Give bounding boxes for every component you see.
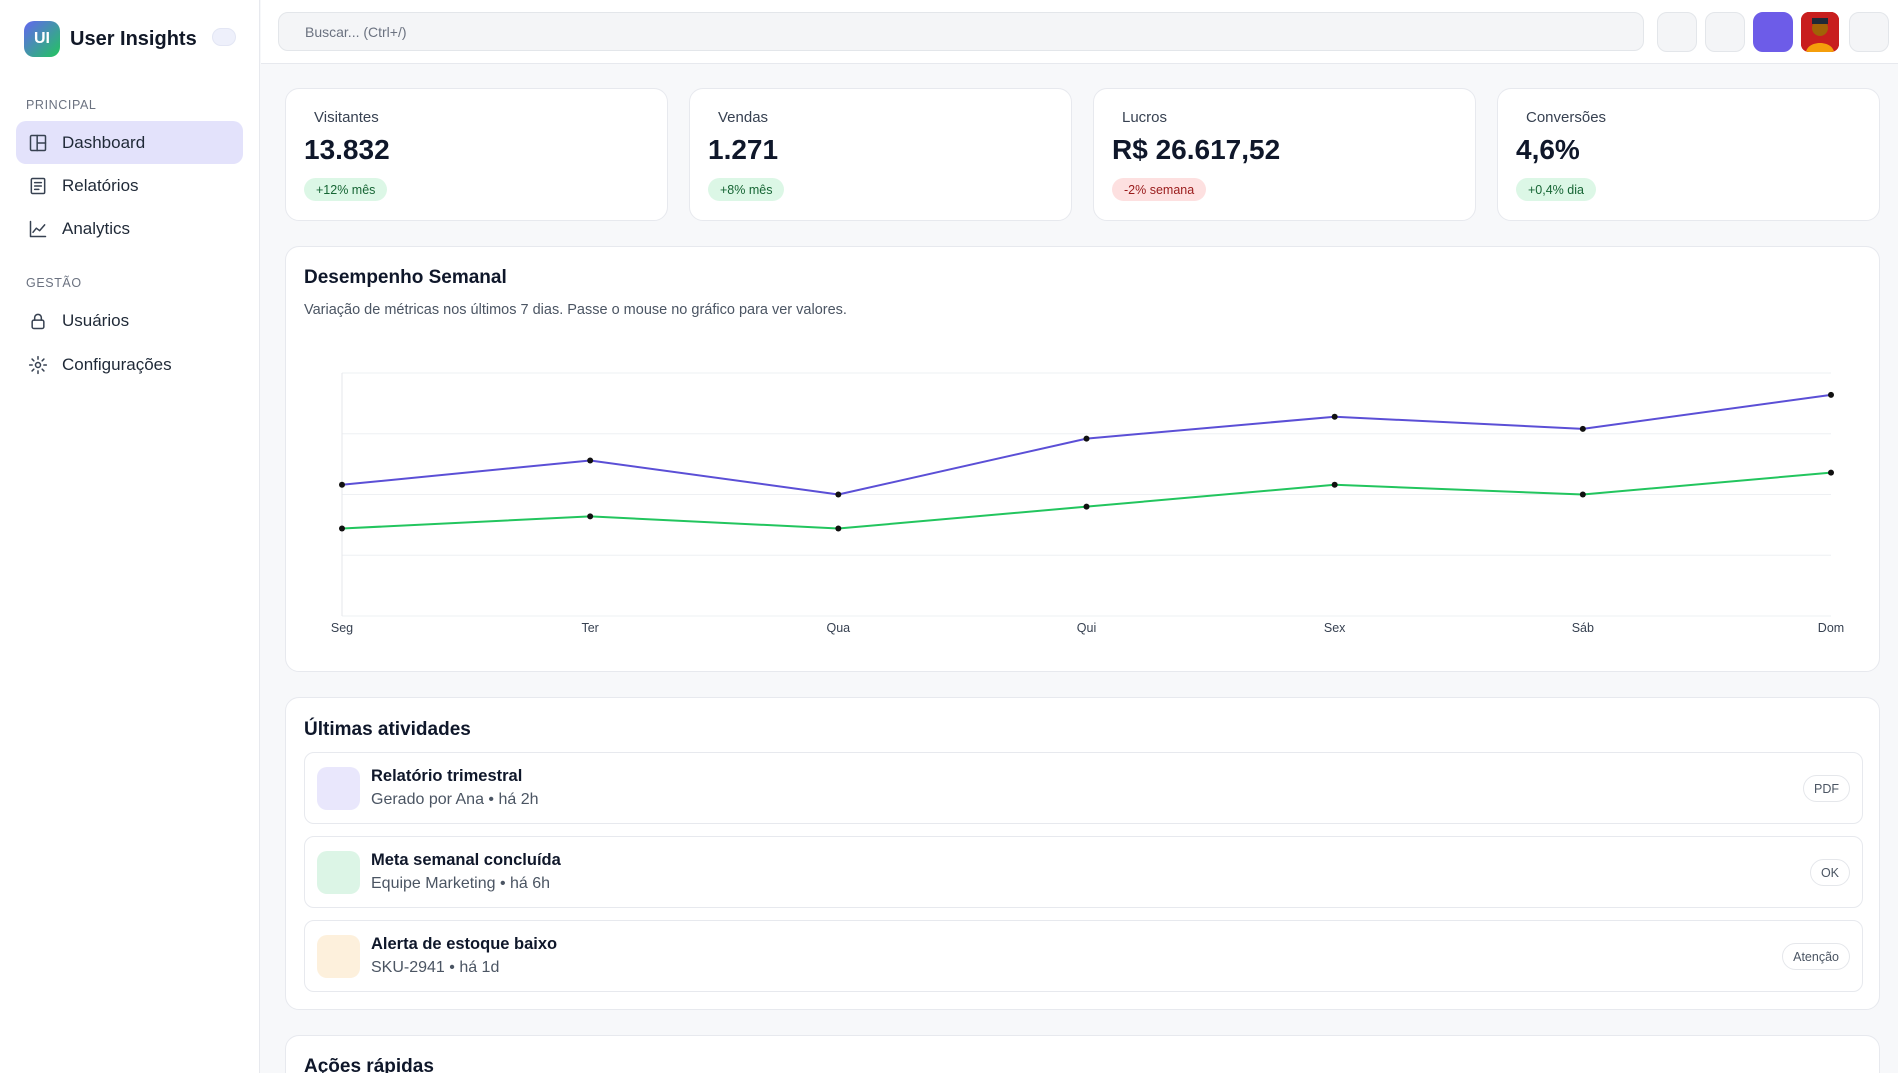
activity-title: Relatório trimestral xyxy=(371,767,523,785)
x-tick-label: Seg xyxy=(331,621,353,635)
search-input[interactable]: Buscar... (Ctrl+/) xyxy=(278,12,1644,51)
sidebar-item-analytics[interactable]: Analytics xyxy=(16,207,243,250)
data-point xyxy=(1579,425,1586,432)
activity-subtitle: SKU-2941 • há 1d xyxy=(371,959,500,976)
activity-icon xyxy=(317,767,360,810)
brand-name: User Insights xyxy=(70,27,197,50)
sidebar-item-label: Configurações xyxy=(62,354,172,374)
section-title: Últimas atividades xyxy=(304,719,471,740)
activity-tag: OK xyxy=(1809,859,1850,886)
section-title: Desempenho Semanal xyxy=(304,267,507,288)
notifications-button[interactable] xyxy=(1657,12,1697,52)
trend-badge: +12% mês xyxy=(304,178,388,201)
stat-card-lucros: Lucros R$ 26.617,52 -2% semana xyxy=(1093,88,1476,221)
gear-icon xyxy=(28,355,48,375)
avatar[interactable] xyxy=(1801,12,1839,52)
layout-icon xyxy=(28,133,48,153)
sidebar-item-configuracoes[interactable]: Configurações xyxy=(16,343,243,386)
stat-value: 1.271 xyxy=(708,134,779,165)
activity-title: Meta semanal concluída xyxy=(371,851,561,869)
stat-value: R$ 26.617,52 xyxy=(1112,134,1281,165)
x-tick-label: Dom xyxy=(1818,621,1844,635)
sidebar-item-label: Analytics xyxy=(62,218,131,238)
sidebar-item-dashboard[interactable]: Dashboard xyxy=(16,121,243,164)
x-tick-label: Qui xyxy=(1077,621,1096,635)
brand-logo: UI xyxy=(24,21,60,57)
theme-accent-button[interactable] xyxy=(1753,12,1793,52)
sidebar: UI User Insights PRINCIPAL Dashboard Rel… xyxy=(0,0,260,1073)
activity-item[interactable]: Relatório trimestral Gerado por Ana • há… xyxy=(304,752,1863,824)
stat-card-vendas: Vendas 1.271 +8% mês xyxy=(689,88,1072,221)
activity-item[interactable]: Alerta de estoque baixo SKU-2941 • há 1d… xyxy=(304,920,1863,992)
section-title: Ações rápidas xyxy=(304,1056,434,1073)
sidebar-item-label: Dashboard xyxy=(62,132,146,152)
x-tick-label: Sex xyxy=(1324,621,1346,635)
data-point xyxy=(835,491,842,498)
sidebar-item-usuarios[interactable]: Usuários xyxy=(16,299,243,342)
activity-subtitle: Gerado por Ana • há 2h xyxy=(371,791,539,808)
data-point xyxy=(835,525,842,532)
data-point xyxy=(339,481,345,488)
series-line xyxy=(341,471,1832,530)
trend-badge: +8% mês xyxy=(708,178,785,201)
brand[interactable]: UI User Insights xyxy=(24,20,197,58)
sidebar-collapse-toggle[interactable] xyxy=(212,28,236,46)
trend-badge: -2% semana xyxy=(1112,178,1207,201)
activity-title: Alerta de estoque baixo xyxy=(371,935,558,953)
data-point xyxy=(1828,391,1834,398)
sidebar-item-label: Usuários xyxy=(62,310,130,330)
stat-card-visitantes: Visitantes 13.832 +12% mês xyxy=(285,88,668,221)
stat-value: 4,6% xyxy=(1516,134,1580,165)
nav-section-gestao: GESTÃO xyxy=(26,276,82,290)
nav-section-principal: PRINCIPAL xyxy=(26,98,97,112)
quick-actions-card: Ações rápidas xyxy=(285,1035,1880,1073)
data-point xyxy=(1083,503,1090,510)
weekly-performance-card: Desempenho Semanal Variação de métricas … xyxy=(285,246,1880,672)
data-point xyxy=(339,525,345,532)
data-point xyxy=(1083,435,1090,442)
stat-label: Visitantes xyxy=(314,109,379,126)
stat-card-conversoes: Conversões 4,6% +0,4% dia xyxy=(1497,88,1880,221)
messages-button[interactable] xyxy=(1705,12,1745,52)
stat-value: 13.832 xyxy=(304,134,390,165)
activity-tag: Atenção xyxy=(1782,943,1850,970)
x-tick-label: Ter xyxy=(581,621,598,635)
stat-label: Vendas xyxy=(718,109,769,126)
trend-badge: +0,4% dia xyxy=(1516,178,1596,201)
topbar: Buscar... (Ctrl+/) xyxy=(261,0,1898,64)
activity-icon xyxy=(317,851,360,894)
document-icon xyxy=(28,176,48,196)
chart-line-icon xyxy=(28,219,48,239)
activity-item[interactable]: Meta semanal concluída Equipe Marketing … xyxy=(304,836,1863,908)
data-point xyxy=(1331,481,1338,488)
series-line xyxy=(341,393,1832,496)
sidebar-item-label: Relatórios xyxy=(62,175,139,195)
stat-label: Conversões xyxy=(1526,109,1607,126)
menu-button[interactable] xyxy=(1849,12,1889,52)
section-subtitle: Variação de métricas nos últimos 7 dias.… xyxy=(304,302,847,318)
data-point xyxy=(587,457,594,464)
data-point xyxy=(1331,413,1338,420)
sidebar-item-relatorios[interactable]: Relatórios xyxy=(16,164,243,207)
activity-subtitle: Equipe Marketing • há 6h xyxy=(371,875,551,892)
x-tick-label: Qua xyxy=(827,621,851,635)
lock-icon xyxy=(28,311,48,331)
line-chart[interactable]: Seg Ter Qua Qui Sex Sáb Dom xyxy=(286,247,1881,673)
data-point xyxy=(1579,491,1586,498)
activities-card: Últimas atividades Relatório trimestral … xyxy=(285,697,1880,1010)
activity-tag: PDF xyxy=(1803,775,1850,802)
data-point xyxy=(587,513,594,520)
data-point xyxy=(1828,469,1834,476)
stat-label: Lucros xyxy=(1122,109,1168,126)
activity-icon xyxy=(317,935,360,978)
x-tick-label: Sáb xyxy=(1572,621,1594,635)
